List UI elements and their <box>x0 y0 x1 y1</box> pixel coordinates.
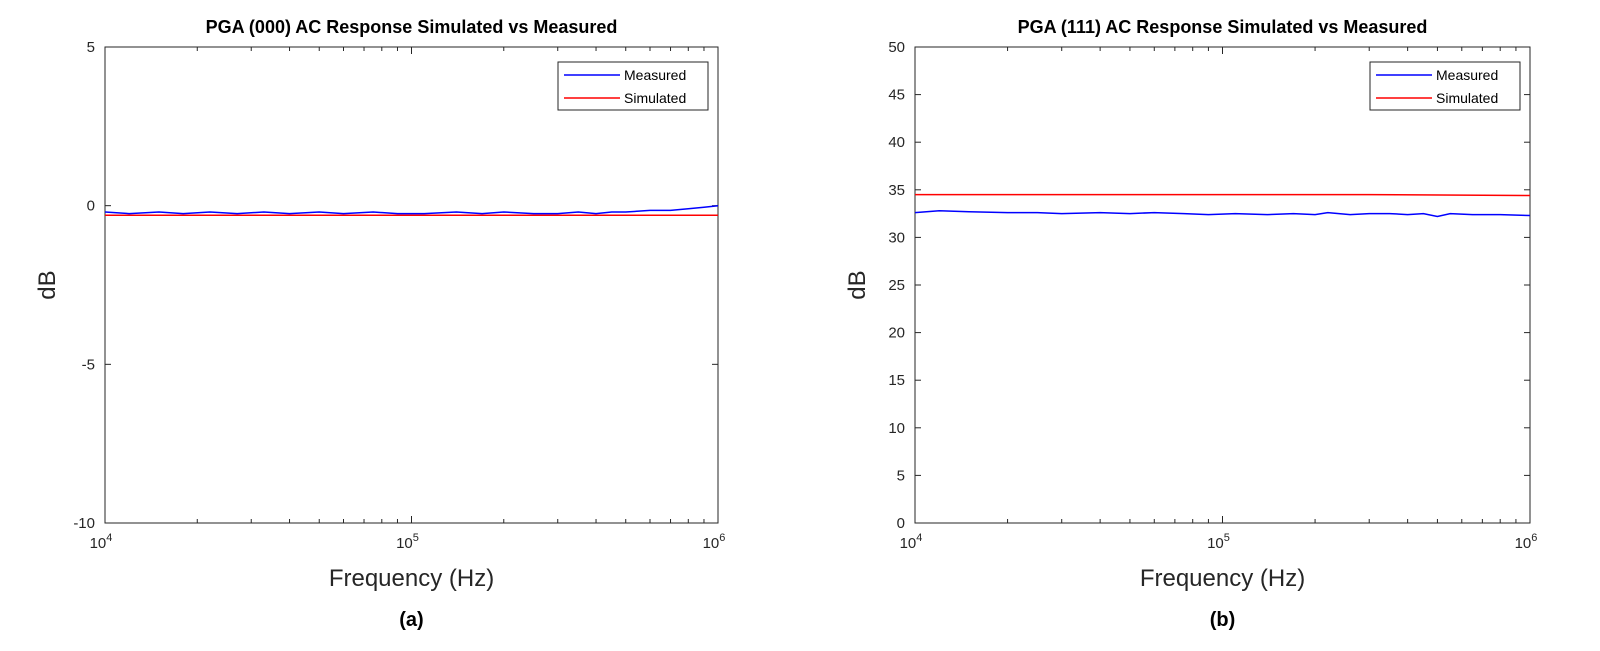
y-tick-label: 25 <box>888 277 905 294</box>
chart-panel-a: PGA (000) AC Response Simulated vs Measu… <box>34 17 725 631</box>
y-tick-label: 5 <box>897 467 905 484</box>
x-tick-label: 105 <box>396 532 419 552</box>
legend: Measured Simulated <box>557 61 709 111</box>
y-tick-label: -5 <box>82 356 95 373</box>
y-tick-label: 10 <box>888 420 905 437</box>
panel-label: (b) <box>1210 609 1236 631</box>
legend-label-simulated: Simulated <box>1436 90 1498 106</box>
plot-area <box>914 46 1531 524</box>
chart-title: PGA (111) AC Response Simulated vs Measu… <box>1018 17 1428 37</box>
legend-box <box>557 61 709 111</box>
series-line-simulated <box>915 193 1531 197</box>
x-axis-label: Frequency (Hz) <box>329 565 494 592</box>
y-tick-label: 50 <box>888 39 905 56</box>
x-axis-label: Frequency (Hz) <box>1140 565 1305 592</box>
x-tick-label: 106 <box>1515 532 1538 552</box>
y-tick-label: 20 <box>888 325 905 342</box>
x-tick-label: 104 <box>90 532 113 552</box>
panel-label: (a) <box>399 609 423 631</box>
y-tick-label: 15 <box>888 372 905 389</box>
x-tick-label: 106 <box>703 532 726 552</box>
legend-label-measured: Measured <box>1436 67 1498 83</box>
series-line-measured <box>104 204 719 215</box>
y-tick-label: 5 <box>87 39 95 56</box>
y-axis-label: dB <box>844 270 871 299</box>
chart-panel-b: PGA (111) AC Response Simulated vs Measu… <box>844 17 1537 631</box>
y-tick-label: -10 <box>73 515 95 532</box>
legend-label-simulated: Simulated <box>624 90 686 106</box>
y-tick-label: 0 <box>87 198 95 215</box>
y-axis-label: dB <box>34 270 61 299</box>
plot-area <box>104 46 719 524</box>
legend-box <box>1369 61 1521 111</box>
y-tick-label: 45 <box>888 87 905 104</box>
x-tick-label: 104 <box>900 532 923 552</box>
y-tick-label: 30 <box>888 229 905 246</box>
legend: Measured Simulated <box>1369 61 1521 111</box>
chart-title: PGA (000) AC Response Simulated vs Measu… <box>206 17 618 37</box>
y-tick-label: 35 <box>888 182 905 199</box>
legend-label-measured: Measured <box>624 67 686 83</box>
y-tick-label: 40 <box>888 134 905 151</box>
series-line-measured <box>914 209 1531 218</box>
y-tick-label: 0 <box>897 515 905 532</box>
x-tick-label: 105 <box>1207 532 1230 552</box>
